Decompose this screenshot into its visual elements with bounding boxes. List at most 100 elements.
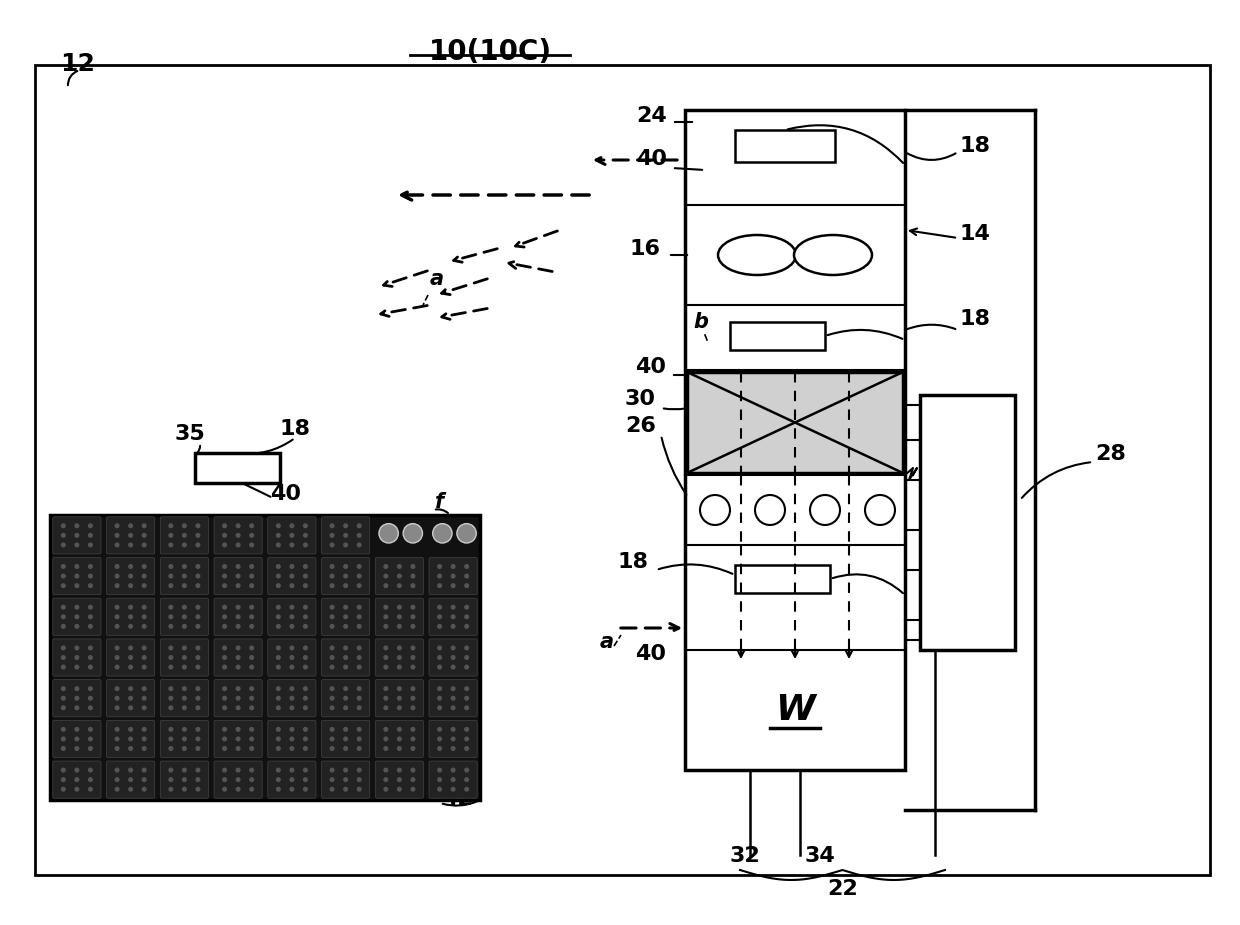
Circle shape	[398, 574, 402, 578]
Circle shape	[465, 656, 469, 660]
Circle shape	[357, 697, 361, 700]
Circle shape	[76, 746, 78, 750]
Text: 28: 28	[1095, 444, 1126, 464]
Circle shape	[129, 605, 133, 609]
Text: 16: 16	[630, 239, 661, 259]
Circle shape	[115, 787, 119, 791]
Circle shape	[290, 624, 294, 628]
Circle shape	[76, 564, 78, 568]
Circle shape	[465, 624, 469, 628]
Circle shape	[143, 697, 146, 700]
Circle shape	[223, 584, 227, 587]
Circle shape	[330, 534, 334, 537]
FancyBboxPatch shape	[215, 761, 262, 798]
Circle shape	[277, 787, 280, 791]
Circle shape	[304, 656, 308, 660]
Circle shape	[384, 647, 388, 649]
Circle shape	[62, 584, 66, 587]
Circle shape	[412, 564, 414, 568]
Circle shape	[330, 524, 334, 527]
Circle shape	[143, 656, 146, 660]
Circle shape	[412, 574, 414, 578]
Circle shape	[451, 728, 455, 731]
Circle shape	[223, 737, 227, 741]
Text: b: b	[693, 312, 708, 332]
Circle shape	[169, 574, 172, 578]
FancyBboxPatch shape	[107, 761, 155, 798]
Circle shape	[398, 787, 402, 791]
FancyBboxPatch shape	[215, 639, 262, 676]
Circle shape	[88, 697, 92, 700]
Bar	[684, 110, 905, 770]
Circle shape	[88, 574, 92, 578]
Circle shape	[115, 728, 119, 731]
Circle shape	[196, 728, 200, 731]
Circle shape	[384, 665, 388, 669]
Circle shape	[304, 647, 308, 649]
FancyBboxPatch shape	[107, 639, 155, 676]
Circle shape	[223, 728, 227, 731]
Circle shape	[88, 624, 92, 628]
Circle shape	[384, 605, 388, 609]
FancyBboxPatch shape	[429, 598, 477, 635]
Circle shape	[343, 615, 347, 619]
Circle shape	[115, 706, 119, 709]
Circle shape	[76, 656, 78, 660]
Circle shape	[451, 769, 455, 771]
Circle shape	[330, 687, 334, 690]
Circle shape	[357, 615, 361, 619]
Text: 42: 42	[441, 789, 472, 809]
Circle shape	[290, 534, 294, 537]
Circle shape	[250, 584, 253, 587]
Circle shape	[182, 737, 186, 741]
Circle shape	[143, 615, 146, 619]
Circle shape	[237, 706, 239, 709]
Circle shape	[304, 697, 308, 700]
Circle shape	[277, 697, 280, 700]
Circle shape	[290, 728, 294, 731]
FancyBboxPatch shape	[215, 598, 262, 635]
Text: a: a	[430, 269, 444, 289]
Circle shape	[451, 564, 455, 568]
Circle shape	[196, 665, 200, 669]
Circle shape	[451, 656, 455, 660]
Circle shape	[330, 656, 334, 660]
Circle shape	[129, 656, 133, 660]
Text: 40: 40	[635, 357, 666, 377]
Circle shape	[143, 524, 146, 527]
Circle shape	[143, 584, 146, 587]
Ellipse shape	[718, 235, 796, 275]
Circle shape	[277, 605, 280, 609]
Circle shape	[304, 728, 308, 731]
Circle shape	[129, 787, 133, 791]
Circle shape	[115, 737, 119, 741]
Circle shape	[169, 737, 172, 741]
Circle shape	[277, 543, 280, 547]
Circle shape	[290, 647, 294, 649]
Circle shape	[290, 746, 294, 750]
Circle shape	[129, 706, 133, 709]
Circle shape	[330, 584, 334, 587]
Circle shape	[398, 687, 402, 690]
Circle shape	[465, 665, 469, 669]
Circle shape	[304, 605, 308, 609]
Circle shape	[115, 624, 119, 628]
Circle shape	[223, 665, 227, 669]
Circle shape	[384, 787, 388, 791]
Circle shape	[196, 624, 200, 628]
FancyBboxPatch shape	[107, 558, 155, 595]
Circle shape	[384, 687, 388, 690]
Circle shape	[330, 769, 334, 771]
Bar	[35, 65, 1210, 875]
Circle shape	[343, 534, 347, 537]
Circle shape	[129, 665, 133, 669]
Circle shape	[465, 746, 469, 750]
Circle shape	[169, 564, 172, 568]
Circle shape	[62, 687, 66, 690]
Circle shape	[357, 769, 361, 771]
Circle shape	[182, 564, 186, 568]
Circle shape	[169, 615, 172, 619]
Circle shape	[456, 524, 476, 543]
FancyBboxPatch shape	[268, 680, 316, 717]
Circle shape	[277, 615, 280, 619]
